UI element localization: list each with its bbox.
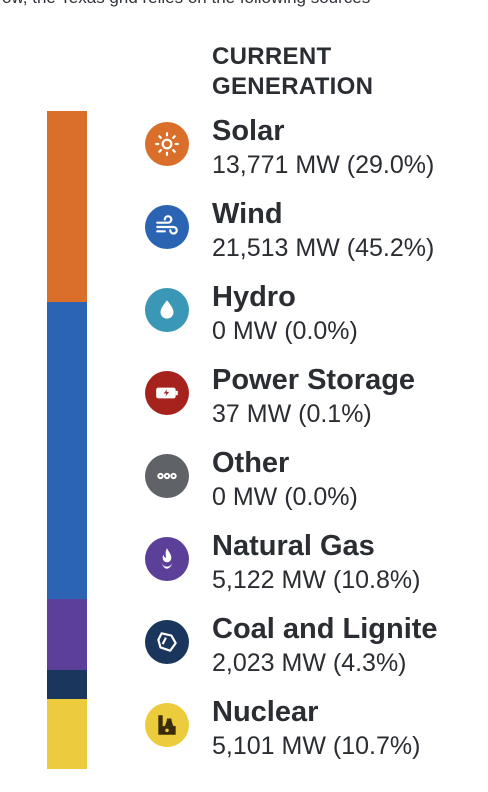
source-name: Wind xyxy=(212,198,283,230)
source-name: Other xyxy=(212,447,290,479)
bar-segment-solar xyxy=(47,111,87,302)
source-row-natural-gas: Natural Gas 5,122 MW (10.8%) xyxy=(0,527,488,607)
intro-text-fragment: ow, the Texas grid relies on the followi… xyxy=(0,0,488,8)
source-name: Nuclear xyxy=(212,696,319,728)
source-row-hydro: Hydro 0 MW (0.0%) xyxy=(0,278,488,358)
section-header: CURRENT GENERATION xyxy=(212,42,452,102)
source-row-other: Other 0 MW (0.0%) xyxy=(0,444,488,524)
source-row-solar: Solar 13,771 MW (29.0%) xyxy=(0,112,488,192)
source-name: Hydro xyxy=(212,281,296,313)
source-value: 5,101 MW (10.7%) xyxy=(212,732,421,760)
sun-icon xyxy=(145,122,189,166)
coal-icon xyxy=(145,620,189,664)
source-value: 5,122 MW (10.8%) xyxy=(212,566,421,594)
source-value: 2,023 MW (4.3%) xyxy=(212,649,407,677)
battery-icon xyxy=(145,371,189,415)
source-value: 13,771 MW (29.0%) xyxy=(212,151,435,179)
header-line-1: CURRENT xyxy=(212,43,332,70)
bar-segment-natural-gas xyxy=(47,599,87,671)
flame-icon xyxy=(145,537,189,581)
water-drop-icon xyxy=(145,288,189,332)
ellipsis-icon xyxy=(145,454,189,498)
source-row-wind: Wind 21,513 MW (45.2%) xyxy=(0,195,488,275)
source-value: 0 MW (0.0%) xyxy=(212,317,358,345)
bar-segment-coal xyxy=(47,670,87,699)
header-line-2: GENERATION xyxy=(212,73,374,100)
nuclear-plant-icon xyxy=(145,703,189,747)
bar-segment-wind xyxy=(47,301,87,600)
bar-segment-nuclear xyxy=(47,698,87,769)
source-name: Coal and Lignite xyxy=(212,613,438,645)
source-value: 0 MW (0.0%) xyxy=(212,483,358,511)
source-name: Solar xyxy=(212,115,285,147)
source-row-nuclear: Nuclear 5,101 MW (10.7%) xyxy=(0,693,488,773)
source-row-power-storage: Power Storage 37 MW (0.1%) xyxy=(0,361,488,441)
source-name: Natural Gas xyxy=(212,530,375,562)
source-value: 21,513 MW (45.2%) xyxy=(212,234,435,262)
source-value: 37 MW (0.1%) xyxy=(212,400,372,428)
wind-icon xyxy=(145,205,189,249)
source-name: Power Storage xyxy=(212,364,416,396)
source-row-coal: Coal and Lignite 2,023 MW (4.3%) xyxy=(0,610,488,690)
generation-mix-bar xyxy=(47,111,87,769)
